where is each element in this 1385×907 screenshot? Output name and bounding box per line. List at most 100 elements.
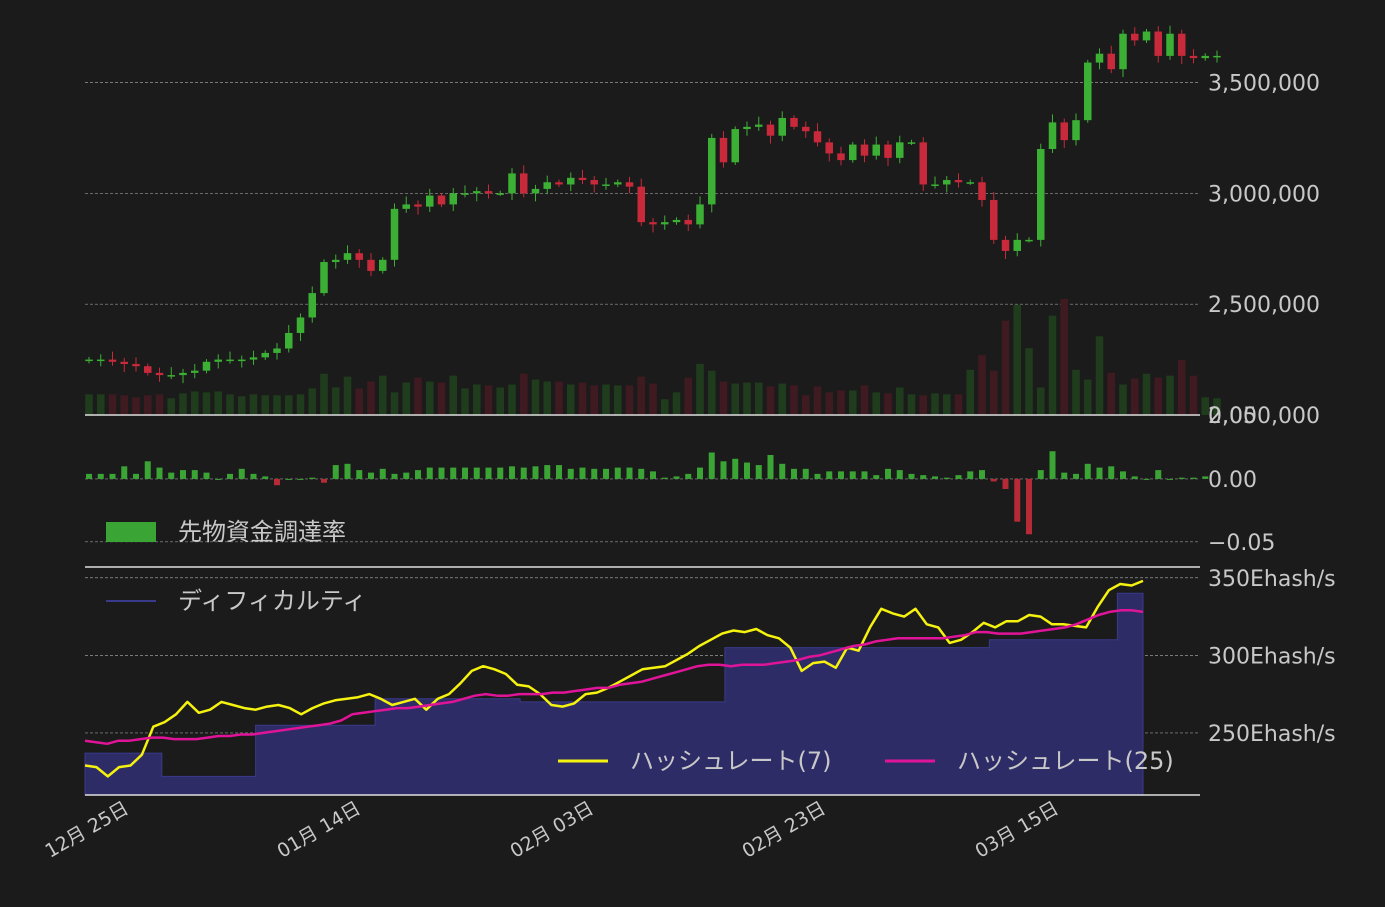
- candle-body: [308, 293, 316, 318]
- volume-bar: [567, 384, 575, 415]
- funding-bar: [603, 468, 609, 479]
- funding-bar: [556, 465, 562, 479]
- funding-bar: [932, 476, 938, 479]
- volume-bar: [1095, 336, 1104, 415]
- candle-body: [813, 131, 822, 143]
- legend-hash25: ハッシュレート(25): [885, 747, 1174, 775]
- candle-body: [1037, 149, 1045, 240]
- volume-bar: [97, 394, 105, 415]
- candlesticks: [85, 25, 1221, 384]
- funding-bar: [203, 472, 210, 479]
- volume-bar: [954, 394, 963, 415]
- axes: [85, 414, 1200, 796]
- funding-bar: [262, 476, 269, 479]
- volume-bar: [1060, 298, 1068, 415]
- candle-body: [602, 184, 610, 186]
- candle-body: [402, 204, 410, 209]
- candle-body: [120, 361, 128, 365]
- candle-body: [708, 137, 716, 205]
- funding-bar: [297, 478, 304, 480]
- candle-body: [825, 142, 833, 154]
- funding-bar: [1084, 463, 1091, 479]
- funding-bar: [744, 462, 750, 479]
- candle-body: [144, 366, 152, 373]
- candle-body: [778, 117, 786, 136]
- volume-bar: [308, 388, 316, 415]
- candle-body: [1095, 53, 1104, 63]
- funding-bar: [661, 477, 668, 479]
- funding-bar: [567, 468, 574, 479]
- legend-funding: 先物資金調達率: [106, 518, 346, 546]
- volume-bar: [884, 393, 892, 415]
- volume-bar: [144, 395, 152, 415]
- volume-bar: [179, 393, 187, 415]
- candle-body: [261, 352, 269, 358]
- candle-body: [332, 259, 340, 263]
- volume-bar: [496, 387, 504, 415]
- volume-bar: [931, 393, 939, 415]
- funding-bar: [579, 467, 586, 479]
- funding-bar: [650, 471, 656, 479]
- hash-tick-label: 350Ehash/s: [1208, 567, 1336, 592]
- volume-bar: [437, 382, 446, 415]
- volume-bar: [261, 395, 269, 415]
- funding-bar: [509, 466, 515, 479]
- funding-bar: [1131, 476, 1138, 479]
- volume-bar: [649, 383, 657, 415]
- candle-body: [802, 126, 810, 132]
- funding-bar: [144, 461, 151, 479]
- hashrate-lines: [84, 579, 1144, 778]
- candle-body: [249, 357, 258, 360]
- volume-bar: [1154, 377, 1162, 415]
- volume-bar: [120, 395, 128, 415]
- volume-bar: [461, 388, 469, 415]
- funding-bar: [697, 467, 703, 479]
- candle-body: [637, 186, 645, 223]
- volume-bar: [1166, 375, 1174, 415]
- volume-bar: [273, 395, 281, 415]
- funding-bar: [767, 455, 774, 479]
- candle-body: [990, 199, 998, 240]
- candle-body: [202, 361, 211, 371]
- candle-body: [755, 124, 763, 127]
- volume-bar: [896, 387, 904, 415]
- funding-bar: [1061, 472, 1068, 479]
- hash-tick-label: 250Ehash/s: [1208, 722, 1336, 747]
- candle-body: [731, 129, 739, 163]
- volume-bar: [402, 382, 410, 415]
- legend-hash25-label: ハッシュレート(25): [957, 747, 1174, 775]
- candle-body: [449, 193, 457, 205]
- funding-bar: [391, 473, 398, 479]
- funding-bar: [156, 467, 163, 479]
- volume-bar: [296, 394, 305, 415]
- difficulty-area: [84, 592, 1144, 796]
- funding-bar: [1202, 476, 1209, 479]
- funding-bar: [1037, 470, 1044, 479]
- candle-body: [520, 173, 528, 194]
- candle-body: [696, 204, 704, 225]
- difficulty-area-shape: [84, 592, 1144, 796]
- funding-bar: [520, 467, 527, 479]
- funding-bar: [626, 467, 633, 479]
- volume-bar: [837, 390, 845, 415]
- candle-body: [226, 359, 234, 362]
- volume-bar: [731, 383, 739, 415]
- candle-body: [943, 180, 951, 185]
- volume-bar: [543, 381, 551, 415]
- funding-bar: [379, 468, 386, 479]
- volume-bar: [1119, 384, 1127, 415]
- funding-bar: [332, 465, 339, 479]
- volume-bar: [285, 395, 293, 415]
- volume-bar: [1072, 369, 1080, 415]
- volume-bar: [367, 381, 375, 415]
- volume-bar: [520, 373, 528, 415]
- funding-bar: [990, 478, 997, 482]
- candle-body: [167, 375, 175, 377]
- volume-bar: [578, 382, 587, 415]
- funding-bar: [732, 458, 739, 479]
- funding-bar: [591, 468, 598, 479]
- candle-body: [578, 177, 587, 181]
- volume-bar: [167, 398, 175, 415]
- volume-bar: [343, 376, 352, 415]
- volume-bar: [860, 385, 869, 415]
